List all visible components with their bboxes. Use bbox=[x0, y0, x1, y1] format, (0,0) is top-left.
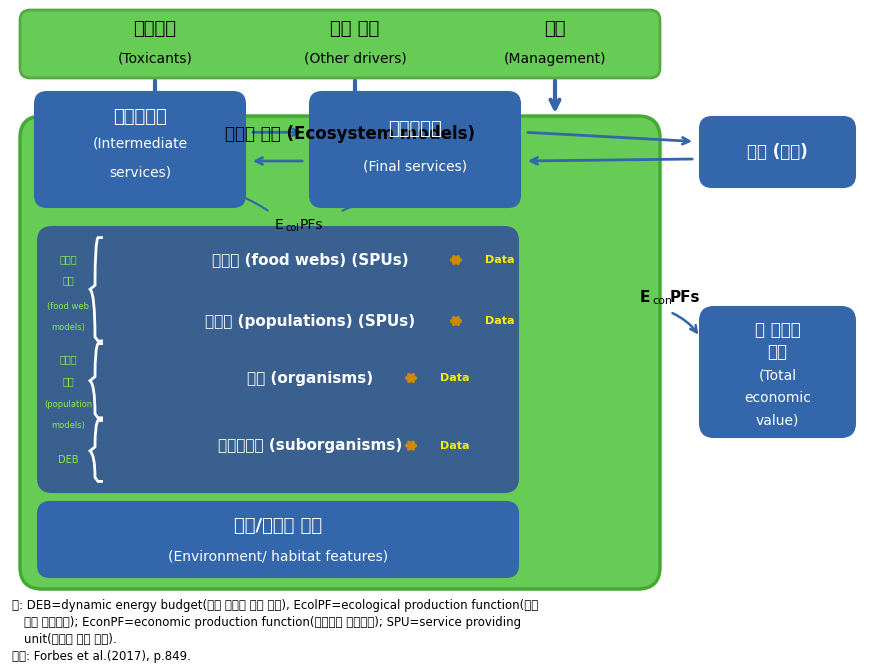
Text: 사람 (편익): 사람 (편익) bbox=[747, 143, 808, 161]
Text: Data: Data bbox=[485, 316, 514, 326]
Text: models): models) bbox=[51, 422, 85, 430]
Text: con: con bbox=[652, 296, 672, 306]
Text: 환경/서식지 특성: 환경/서식지 특성 bbox=[234, 517, 322, 535]
FancyBboxPatch shape bbox=[38, 227, 518, 492]
Text: 중간서비스: 중간서비스 bbox=[113, 108, 167, 126]
Text: 생태계 모델 (Ecosystem models): 생태계 모델 (Ecosystem models) bbox=[225, 125, 475, 143]
Text: (Toxicants): (Toxicants) bbox=[118, 52, 192, 66]
Text: 개체 (organisms): 개체 (organisms) bbox=[247, 371, 373, 386]
Text: 개체군이하 (suborganisms): 개체군이하 (suborganisms) bbox=[218, 438, 402, 453]
Text: unit(서비스 생산 단위).: unit(서비스 생산 단위). bbox=[24, 633, 117, 646]
Text: value): value) bbox=[756, 413, 799, 427]
Text: col: col bbox=[285, 223, 299, 233]
Text: Data: Data bbox=[440, 373, 470, 383]
Text: economic: economic bbox=[744, 391, 811, 405]
Text: (Environment/ habitat features): (Environment/ habitat features) bbox=[168, 549, 388, 563]
Text: 학적 생산기능); EconPF=economic production function(경제학적 생산기능); SPU=service providing: 학적 생산기능); EconPF=economic production fun… bbox=[24, 616, 521, 629]
Text: (Management): (Management) bbox=[504, 52, 606, 66]
Text: 먹이망: 먹이망 bbox=[59, 254, 77, 264]
Text: (Total: (Total bbox=[759, 369, 796, 383]
Text: 개체군: 개체군 bbox=[59, 354, 77, 364]
FancyBboxPatch shape bbox=[700, 117, 855, 187]
Text: E: E bbox=[640, 289, 650, 305]
FancyBboxPatch shape bbox=[700, 307, 855, 437]
Text: PFs: PFs bbox=[300, 218, 324, 232]
Text: 총 경제적: 총 경제적 bbox=[754, 321, 801, 340]
FancyBboxPatch shape bbox=[35, 92, 245, 207]
Text: 모델: 모델 bbox=[62, 376, 74, 386]
Text: 모델: 모델 bbox=[62, 275, 74, 285]
Text: PFs: PFs bbox=[670, 289, 700, 305]
FancyBboxPatch shape bbox=[310, 92, 520, 207]
Text: (Intermediate: (Intermediate bbox=[93, 137, 188, 151]
Text: 먹이망 (food webs) (SPUs): 먹이망 (food webs) (SPUs) bbox=[211, 253, 409, 267]
Text: 개체군 (populations) (SPUs): 개체군 (populations) (SPUs) bbox=[205, 313, 415, 329]
Text: services): services) bbox=[109, 165, 171, 179]
Text: (Other drivers): (Other drivers) bbox=[304, 52, 406, 66]
Text: models): models) bbox=[51, 323, 85, 332]
FancyBboxPatch shape bbox=[20, 116, 660, 589]
Text: (food web: (food web bbox=[47, 302, 89, 311]
Text: Data: Data bbox=[485, 255, 514, 265]
FancyBboxPatch shape bbox=[38, 502, 518, 577]
Text: Data: Data bbox=[440, 441, 470, 451]
Text: 주: DEB=dynamic energy budget(동적 에너지 수지 모델), EcolPF=ecological production functio: 주: DEB=dynamic energy budget(동적 에너지 수지 모… bbox=[12, 599, 539, 612]
Text: 가치: 가치 bbox=[767, 344, 787, 362]
Text: DEB: DEB bbox=[58, 455, 79, 465]
Text: 최종서비스: 최종서비스 bbox=[388, 120, 442, 138]
Text: (population: (population bbox=[44, 400, 92, 409]
Text: E: E bbox=[275, 218, 284, 232]
FancyBboxPatch shape bbox=[20, 10, 660, 78]
Text: 기타 요인: 기타 요인 bbox=[330, 20, 380, 38]
Text: 독성물질: 독성물질 bbox=[134, 20, 176, 38]
Text: (Final services): (Final services) bbox=[363, 160, 467, 173]
Text: 자료: Forbes et al.(2017), p.849.: 자료: Forbes et al.(2017), p.849. bbox=[12, 650, 191, 663]
Text: 관리: 관리 bbox=[544, 20, 566, 38]
